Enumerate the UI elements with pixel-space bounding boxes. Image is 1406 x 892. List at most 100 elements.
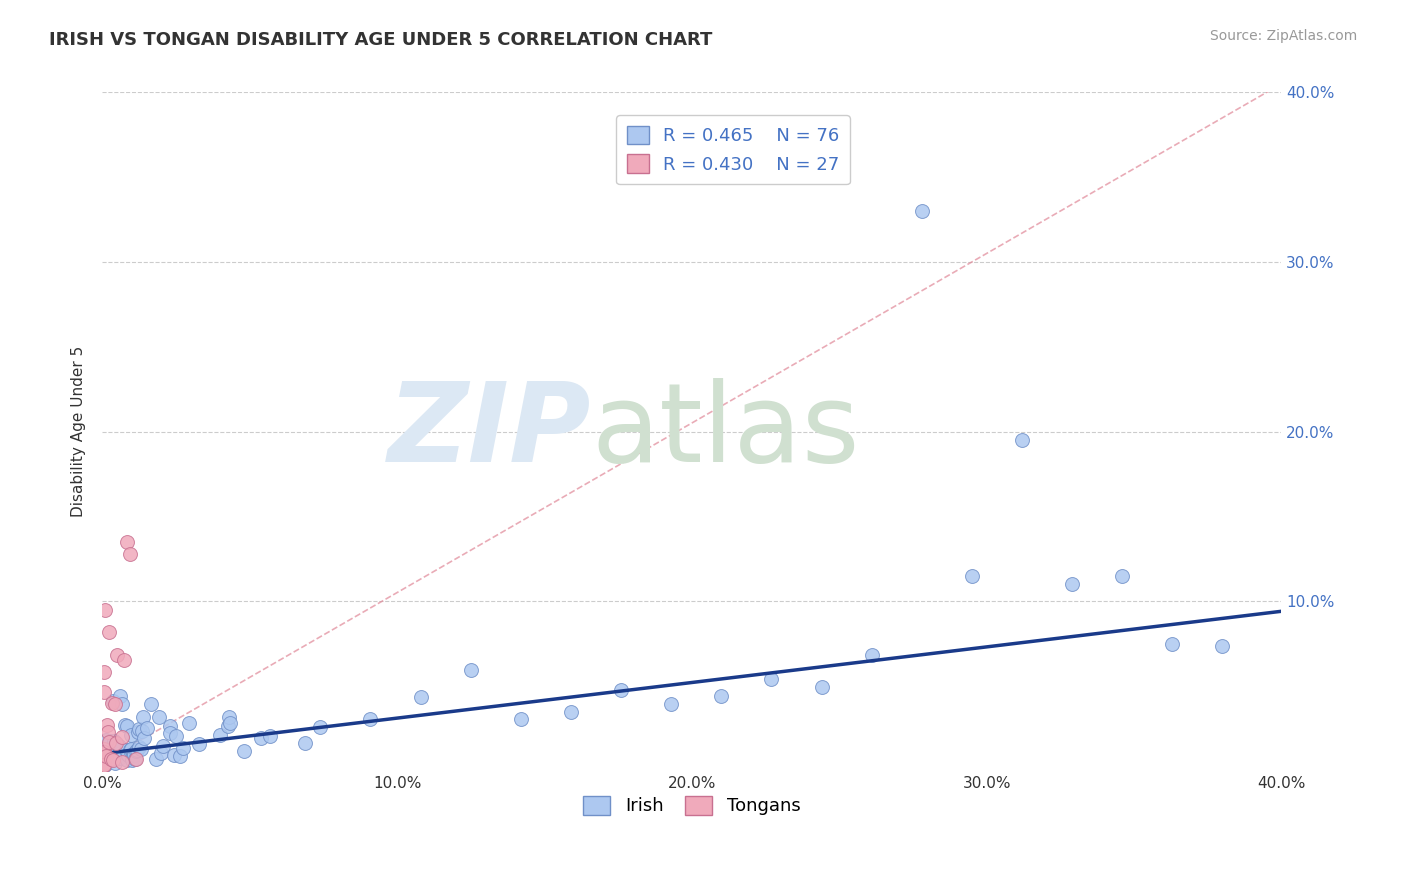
Point	[128, 723, 150, 737]
Point	[105, 648, 128, 663]
Point	[98, 624, 121, 639]
Point	[911, 204, 934, 219]
Point	[112, 653, 135, 667]
Point	[122, 747, 145, 762]
Point	[120, 728, 142, 742]
Point	[115, 753, 138, 767]
Point	[120, 742, 142, 756]
Point	[96, 733, 118, 747]
Point	[124, 752, 146, 766]
Point	[100, 696, 122, 710]
Point	[1111, 568, 1133, 582]
Point	[761, 672, 783, 686]
Point	[105, 749, 128, 764]
Point	[209, 728, 232, 742]
Point	[163, 747, 186, 762]
Point	[111, 698, 134, 712]
Point	[159, 726, 181, 740]
Point	[121, 753, 143, 767]
Point	[124, 744, 146, 758]
Point	[233, 744, 256, 758]
Point	[121, 747, 143, 761]
Point	[111, 730, 134, 744]
Point	[409, 690, 432, 704]
Text: ZIP: ZIP	[388, 378, 592, 485]
Point	[460, 663, 482, 677]
Point	[110, 689, 132, 703]
Point	[115, 743, 138, 757]
Point	[250, 731, 273, 745]
Point	[97, 735, 120, 749]
Point	[96, 743, 118, 757]
Point	[169, 749, 191, 764]
Point	[111, 755, 134, 769]
Point	[172, 741, 194, 756]
Text: Source: ZipAtlas.com: Source: ZipAtlas.com	[1209, 29, 1357, 43]
Point	[187, 737, 209, 751]
Point	[152, 739, 174, 754]
Point	[93, 757, 115, 772]
Point	[93, 665, 115, 680]
Point	[131, 742, 153, 756]
Point	[122, 747, 145, 762]
Legend: Irish, Tongans: Irish, Tongans	[576, 789, 807, 822]
Point	[860, 648, 883, 662]
Point	[134, 731, 156, 746]
Point	[93, 685, 115, 699]
Point	[159, 719, 181, 733]
Point	[218, 716, 240, 731]
Point	[96, 718, 118, 732]
Point	[105, 736, 128, 750]
Point	[125, 743, 148, 757]
Point	[127, 724, 149, 739]
Point	[94, 748, 117, 763]
Point	[107, 739, 129, 753]
Point	[104, 756, 127, 771]
Text: IRISH VS TONGAN DISABILITY AGE UNDER 5 CORRELATION CHART: IRISH VS TONGAN DISABILITY AGE UNDER 5 C…	[49, 31, 713, 49]
Y-axis label: Disability Age Under 5: Disability Age Under 5	[72, 346, 86, 517]
Point	[218, 710, 240, 724]
Point	[104, 697, 127, 711]
Point	[309, 720, 332, 734]
Point	[94, 602, 117, 616]
Point	[108, 751, 131, 765]
Point	[96, 724, 118, 739]
Point	[1211, 639, 1233, 653]
Point	[93, 757, 115, 772]
Point	[124, 751, 146, 765]
Point	[101, 753, 124, 767]
Point	[1011, 433, 1033, 447]
Point	[217, 719, 239, 733]
Point	[120, 547, 142, 561]
Point	[139, 697, 162, 711]
Point	[93, 756, 115, 771]
Point	[259, 729, 281, 743]
Point	[165, 729, 187, 743]
Point	[136, 721, 159, 735]
Point	[117, 748, 139, 763]
Point	[294, 736, 316, 750]
Point	[115, 534, 138, 549]
Point	[101, 694, 124, 708]
Text: atlas: atlas	[592, 378, 860, 485]
Point	[103, 734, 125, 748]
Point	[93, 742, 115, 756]
Point	[114, 718, 136, 732]
Point	[359, 712, 381, 726]
Point	[145, 752, 167, 766]
Point	[810, 681, 832, 695]
Point	[132, 710, 155, 724]
Point	[120, 743, 142, 757]
Point	[131, 723, 153, 738]
Point	[960, 568, 983, 582]
Point	[94, 758, 117, 772]
Point	[560, 705, 582, 719]
Point	[98, 733, 121, 747]
Point	[93, 748, 115, 763]
Point	[710, 690, 733, 704]
Point	[659, 697, 682, 711]
Point	[177, 715, 200, 730]
Point	[1062, 577, 1084, 591]
Point	[128, 739, 150, 754]
Point	[94, 756, 117, 771]
